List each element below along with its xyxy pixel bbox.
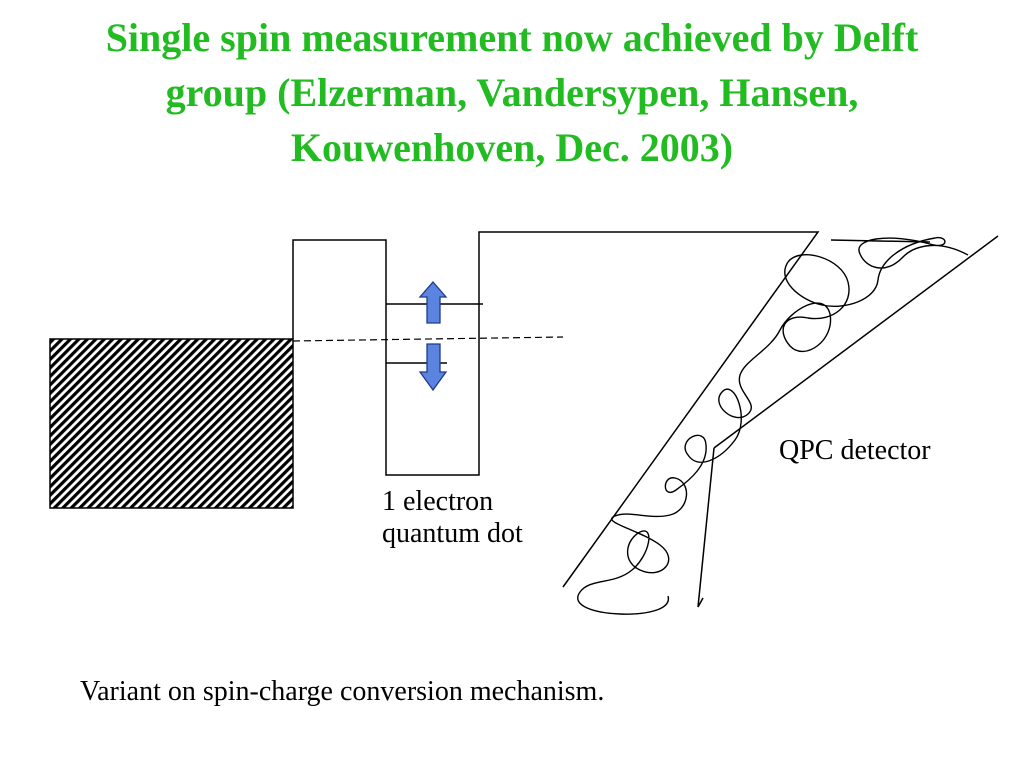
quantum-dot-label-line-2: quantum dot — [382, 518, 523, 549]
spin-up-arrow-icon — [418, 281, 448, 324]
qpc-top-lead — [830, 239, 931, 243]
fermi-level — [292, 336, 564, 342]
caption: Variant on spin-charge conversion mechan… — [80, 676, 605, 707]
qpc-channel-line-upper — [713, 235, 999, 449]
quantum-dot-label: 1 electron quantum dot — [382, 486, 523, 550]
potential-profile — [292, 231, 820, 588]
spin-down-arrow-icon — [418, 343, 448, 392]
title-line-1: Single spin measurement now achieved by … — [105, 15, 919, 60]
qpc-detector-label: QPC detector — [779, 435, 931, 466]
qpc-channel-tick — [697, 597, 704, 608]
slide-title: Single spin measurement now achieved by … — [20, 10, 1004, 175]
qpc-channel-line-lower — [697, 447, 715, 608]
title-line-2: group (Elzerman, Vandersypen, Hansen, — [165, 70, 859, 115]
title-line-3: Kouwenhoven, Dec. 2003) — [290, 125, 734, 170]
electron-reservoir — [49, 338, 294, 509]
quantum-dot-label-line-1: 1 electron — [382, 486, 494, 517]
qpc-electron-trajectory — [577, 236, 969, 615]
